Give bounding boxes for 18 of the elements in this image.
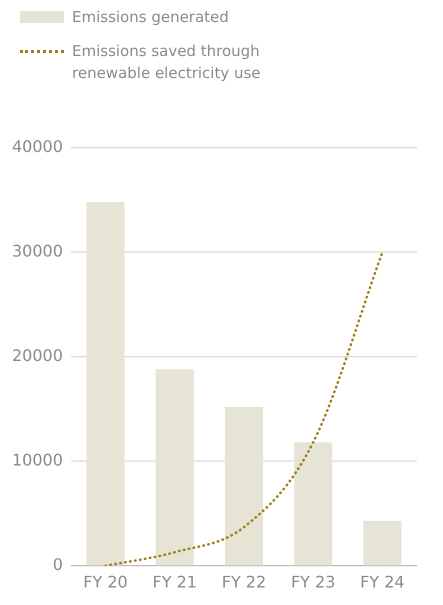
y-tick-label: 10000 <box>12 450 63 470</box>
x-tick-label: FY 20 <box>83 572 128 592</box>
line-series <box>104 250 384 566</box>
bar <box>294 442 332 566</box>
x-tick-label: FY 22 <box>222 572 266 592</box>
bar <box>86 202 125 566</box>
bar <box>363 520 402 566</box>
x-tick-label: FY 23 <box>290 572 336 592</box>
y-tick-label: 0 <box>52 554 63 574</box>
x-tick-label: FY 24 <box>360 572 405 592</box>
x-tick-label: FY 21 <box>152 572 197 592</box>
y-tick-label: 30000 <box>12 241 63 260</box>
y-tick-label: 40000 <box>12 136 63 156</box>
bar <box>156 369 194 566</box>
legend-label: Emissions generated <box>72 7 230 28</box>
bar <box>224 406 263 566</box>
y-tick-label: 20000 <box>12 346 63 365</box>
legend-label: Emissions saved through renewable electricity use <box>72 41 262 84</box>
